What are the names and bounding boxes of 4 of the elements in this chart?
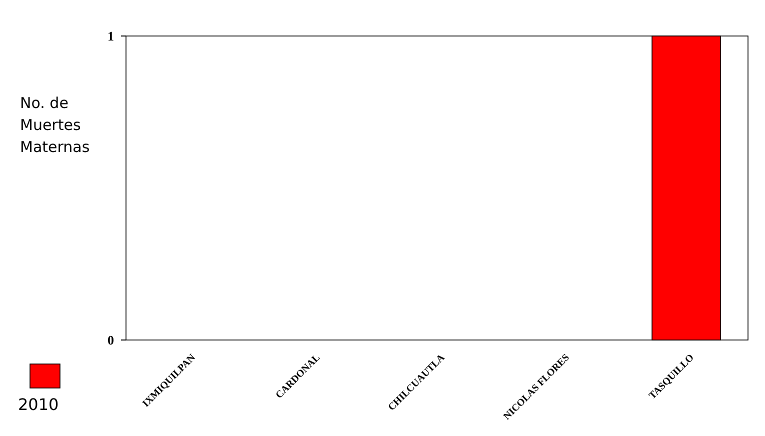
y-axis-title: No. de Muertes Maternas	[20, 94, 90, 156]
y-tick-label: 1	[108, 28, 114, 44]
y-tick-label: 0	[108, 332, 114, 348]
legend-label: 2010	[18, 395, 59, 414]
